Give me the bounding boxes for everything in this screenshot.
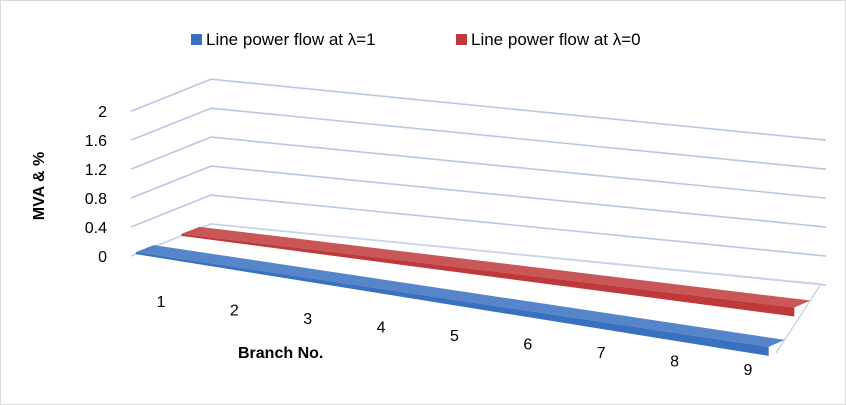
legend: Line power flow at λ=1 Line power flow a…: [191, 30, 641, 49]
x-tick-label: 5: [450, 328, 459, 345]
series-1: [135, 245, 785, 356]
y-tick-label: 0.8: [85, 191, 107, 208]
gridlines: [130, 78, 827, 286]
gridline: [130, 107, 827, 170]
legend-label-series-2: Line power flow at λ=0: [471, 30, 641, 49]
chart-floor: [130, 223, 823, 354]
legend-label-series-1: Line power flow at λ=1: [206, 30, 376, 49]
x-tick-label: 6: [523, 337, 532, 354]
legend-swatch-series-2: [456, 34, 467, 45]
gridline: [130, 165, 827, 228]
y-tick-label: 2: [98, 104, 107, 121]
y-tick-label: 1.6: [85, 133, 107, 150]
x-tick-label: 8: [670, 354, 679, 371]
y-axis-ticks: 0 0.4 0.8 1.2 1.6 2: [85, 104, 107, 266]
x-tick-label: 9: [744, 362, 753, 379]
series-ribbon-front: [181, 233, 795, 317]
legend-swatch-series-1: [191, 34, 202, 45]
floor-outline: [130, 223, 823, 354]
x-tick-label: 7: [597, 345, 606, 362]
series-2: [181, 226, 811, 317]
gridline: [130, 136, 827, 199]
x-axis-title: Branch No.: [238, 345, 323, 362]
series-ribbon-front: [135, 252, 769, 356]
x-tick-label: 2: [230, 303, 239, 320]
series-ribbon-top: [135, 245, 785, 347]
x-tick-label: 3: [303, 311, 312, 328]
gridline: [130, 194, 827, 257]
x-axis-ticks: 1 2 3 4 5 6 7 8 9: [157, 294, 753, 379]
y-tick-label: 0.4: [85, 220, 107, 237]
x-tick-label: 4: [377, 320, 386, 337]
y-tick-label: 1.2: [85, 162, 107, 179]
gridline: [130, 78, 827, 141]
y-tick-label: 0: [98, 249, 107, 266]
series-ribbon-top: [181, 226, 811, 308]
y-axis-title: MVA & %: [31, 152, 48, 220]
x-tick-label: 1: [157, 294, 166, 311]
data-series: [135, 226, 811, 356]
